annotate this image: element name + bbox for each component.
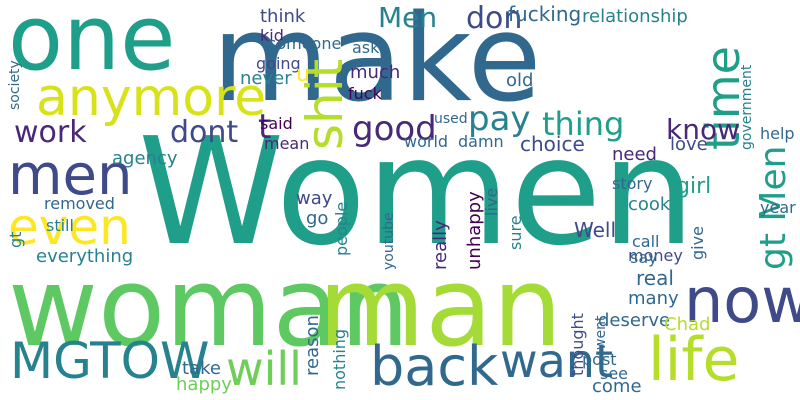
word: really bbox=[430, 220, 451, 270]
word: dont bbox=[170, 115, 239, 150]
word: come bbox=[592, 376, 642, 397]
word: make bbox=[212, 0, 542, 129]
word: one bbox=[8, 0, 176, 91]
word: see bbox=[600, 364, 629, 383]
word: MGTOW bbox=[10, 332, 210, 390]
word: fuck bbox=[348, 84, 382, 103]
word: need bbox=[612, 144, 657, 165]
word: don bbox=[466, 1, 523, 36]
word: woman bbox=[8, 243, 410, 371]
word: money bbox=[628, 246, 683, 265]
word: agency bbox=[112, 148, 178, 169]
word: Men bbox=[378, 1, 438, 34]
word: kid bbox=[260, 26, 284, 45]
word: good bbox=[352, 109, 437, 149]
word: u bbox=[296, 62, 310, 87]
word: said bbox=[260, 114, 293, 133]
word: many bbox=[628, 288, 679, 309]
word: relationship bbox=[582, 6, 688, 27]
word: want bbox=[500, 334, 614, 388]
word: happy bbox=[176, 374, 232, 395]
word: real bbox=[636, 266, 674, 290]
word: people bbox=[332, 201, 351, 256]
word: back bbox=[370, 335, 499, 398]
word: choice bbox=[520, 132, 585, 156]
word: going bbox=[256, 54, 301, 73]
word: went bbox=[593, 315, 609, 350]
word: story bbox=[612, 174, 653, 193]
word: love bbox=[670, 134, 708, 155]
word: will bbox=[226, 342, 302, 396]
word: t bbox=[258, 107, 272, 147]
word: go bbox=[306, 208, 329, 229]
word: pay bbox=[468, 99, 531, 139]
word: cook bbox=[628, 194, 671, 215]
word: society bbox=[7, 60, 23, 110]
word: Chad bbox=[664, 314, 711, 335]
word: used bbox=[434, 111, 468, 127]
word: way bbox=[296, 188, 333, 209]
word: old bbox=[506, 70, 534, 91]
word: men bbox=[8, 143, 133, 208]
word: know bbox=[666, 113, 740, 146]
word: deserve bbox=[598, 310, 671, 331]
word: take bbox=[182, 358, 221, 379]
word: damn bbox=[458, 132, 504, 151]
word: call bbox=[632, 232, 660, 251]
word: help bbox=[760, 124, 795, 143]
word: Well bbox=[574, 218, 617, 242]
word: think bbox=[260, 6, 306, 27]
word: post bbox=[582, 350, 617, 369]
word: sure bbox=[506, 215, 525, 250]
word: fucking bbox=[508, 2, 582, 26]
word: anymore bbox=[36, 68, 267, 128]
word: girl bbox=[676, 174, 712, 199]
word: give bbox=[688, 226, 707, 260]
word: thought bbox=[568, 313, 587, 376]
word: still bbox=[46, 216, 74, 235]
word: reason bbox=[302, 315, 323, 376]
word: someone bbox=[268, 34, 342, 53]
word: thing bbox=[542, 105, 625, 143]
word: now bbox=[684, 264, 800, 337]
word: never bbox=[240, 68, 292, 89]
word: mean bbox=[264, 134, 310, 153]
word: everything bbox=[36, 246, 134, 267]
word: removed bbox=[44, 194, 115, 213]
word: gt bbox=[6, 231, 25, 248]
word: nothing bbox=[330, 328, 349, 390]
word: Women bbox=[138, 106, 696, 278]
word: year bbox=[760, 198, 796, 217]
word: government bbox=[739, 64, 755, 150]
word: work bbox=[14, 115, 87, 150]
word: live bbox=[482, 187, 501, 216]
word: ask bbox=[352, 38, 380, 57]
word: even bbox=[8, 198, 131, 256]
word: say bbox=[630, 248, 658, 267]
word: world bbox=[404, 132, 449, 151]
word: life bbox=[648, 325, 740, 395]
word: much bbox=[350, 62, 401, 83]
word: man bbox=[318, 243, 563, 371]
word: youtube bbox=[381, 212, 397, 270]
